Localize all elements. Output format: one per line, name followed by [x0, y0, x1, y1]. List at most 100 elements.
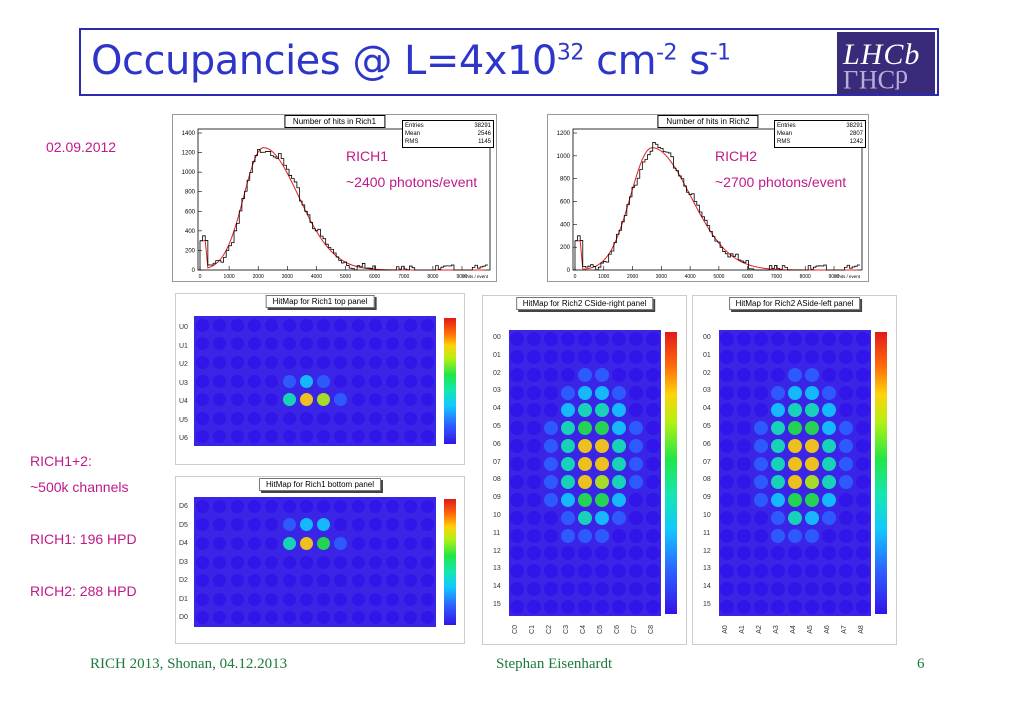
hpd-cell — [737, 528, 752, 543]
footer-conference: RICH 2013, Shonan, 04.12.2013 — [90, 656, 288, 672]
hpd-cell — [737, 457, 752, 472]
row-label: 01 — [703, 351, 711, 359]
hpd-cell — [299, 411, 313, 425]
hpd-cell — [196, 536, 210, 550]
stat-value: 1242 — [849, 139, 863, 145]
hpd-cell — [544, 439, 559, 454]
hpd-cell — [369, 411, 382, 425]
hpd-cell — [754, 439, 769, 454]
title-banner: Occupancies @ L=4x1032 cm-2 s-1 LHCb LHC… — [79, 28, 939, 96]
hpd-cell — [788, 403, 802, 418]
hpd-cell — [720, 385, 735, 400]
hpd-cell — [334, 574, 348, 588]
hpd-cell — [527, 600, 542, 615]
hpd-cell — [561, 474, 576, 489]
column-label: C8 — [647, 625, 655, 634]
hpd-cell — [578, 492, 592, 507]
column-label: C6 — [613, 625, 621, 634]
hpd-cell — [403, 318, 417, 332]
hpd-cell — [720, 421, 735, 436]
hpd-cell — [386, 574, 400, 588]
hpd-cell — [351, 555, 365, 569]
hpd-cell — [838, 564, 853, 579]
hpd-cell — [544, 564, 559, 579]
hpd-cell — [334, 536, 348, 550]
hpd-cell — [804, 582, 819, 597]
hpd-cell — [578, 367, 592, 382]
plot-frame — [197, 128, 491, 271]
stat-value: 2807 — [849, 131, 863, 137]
hpd-cell — [611, 457, 626, 472]
hpd-cell — [838, 439, 853, 454]
rich2-cside-hitmap-title: HitMap for Rich2 CSide-right panel — [515, 297, 654, 310]
row-label: 14 — [703, 583, 711, 591]
hpd-cell — [804, 564, 819, 579]
rich1-bottom-hitmap-area — [194, 497, 436, 627]
y-tick-label: 0 — [192, 268, 196, 274]
hpd-cell — [196, 574, 210, 588]
hpd-cell — [282, 499, 296, 513]
hpd-cell — [230, 411, 244, 425]
row-label: 15 — [703, 601, 711, 608]
hpd-cell — [299, 430, 313, 444]
row-label: D4 — [179, 540, 188, 547]
hpd-cell — [282, 411, 296, 425]
hpd-cell — [334, 611, 348, 625]
hpd-cell — [788, 385, 802, 400]
row-label: 12 — [703, 547, 711, 555]
hpd-cell — [282, 393, 296, 407]
hpd-cell — [594, 582, 609, 597]
hpd-cell — [628, 367, 643, 382]
hpd-cell — [804, 492, 819, 507]
hpd-cell — [351, 337, 365, 351]
row-label: 00 — [703, 334, 711, 341]
hpd-cell — [299, 536, 313, 550]
column-label: A1 — [738, 625, 746, 634]
hpd-cell — [804, 331, 819, 346]
row-label: 07 — [493, 458, 501, 466]
hpd-cell — [838, 492, 853, 507]
x-axis-label: # hits / event — [462, 274, 488, 279]
row-label: 13 — [703, 565, 711, 573]
hpd-cell — [230, 393, 244, 407]
hpd-cell — [248, 518, 261, 532]
hpd-cell — [510, 349, 525, 364]
hpd-cell — [737, 600, 752, 615]
hpd-cell — [578, 421, 592, 436]
hpd-cell — [196, 355, 210, 369]
hpd-cell — [611, 421, 626, 436]
row-label: 03 — [493, 387, 501, 395]
hpd-cell — [527, 421, 542, 436]
hpd-cell — [248, 499, 261, 513]
hpd-cell — [578, 528, 592, 543]
hpd-cell — [771, 385, 786, 400]
hpd-cell — [611, 403, 626, 418]
hpd-cell — [804, 600, 819, 615]
y-tick-label: 400 — [185, 229, 196, 235]
x-tick-label: 6000 — [369, 274, 380, 280]
hpd-cell — [265, 374, 279, 388]
hpd-cell — [386, 555, 400, 569]
hpd-cell — [578, 546, 592, 561]
hpd-cell — [213, 555, 227, 569]
hpd-cell — [544, 582, 559, 597]
row-label: 01 — [493, 351, 501, 359]
hpd-cell — [611, 385, 626, 400]
hpd-cell — [594, 474, 609, 489]
hpd-cell — [351, 411, 365, 425]
hpd-cell — [334, 374, 348, 388]
column-label: C1 — [528, 625, 536, 634]
hpd-cell — [386, 411, 400, 425]
hpd-cell — [838, 331, 853, 346]
hpd-cell — [213, 411, 227, 425]
rich2-cside-color-scale — [665, 332, 677, 614]
hpd-cell — [230, 592, 244, 606]
hpd-cell — [855, 457, 870, 472]
y-tick-label: 400 — [560, 222, 571, 228]
hpd-cell — [855, 385, 870, 400]
hpd-cell — [578, 457, 592, 472]
hpd-cell — [510, 385, 525, 400]
hpd-cell — [317, 430, 331, 444]
hpd-cell — [594, 421, 609, 436]
hpd-cell — [527, 582, 542, 597]
